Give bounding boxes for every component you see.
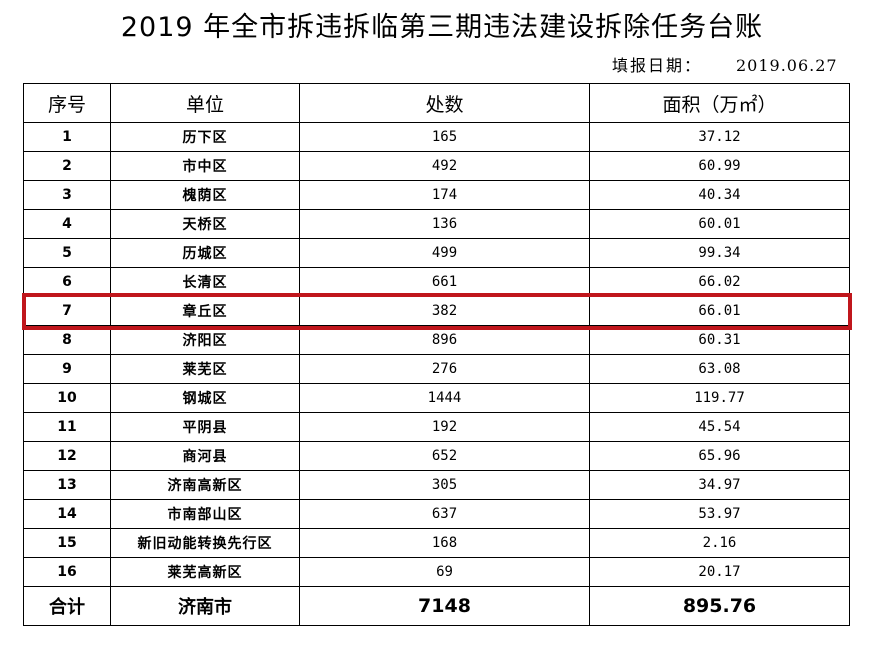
row-unit: 商河县 — [110, 441, 300, 471]
row-no: 1 — [23, 122, 111, 152]
table-row: 15 新旧动能转换先行区 168 2.16 — [23, 528, 850, 558]
table-row: 13 济南高新区 305 34.97 — [23, 470, 850, 500]
row-unit: 章丘区 — [110, 296, 300, 326]
header-no: 序号 — [23, 83, 111, 123]
row-count: 382 — [299, 296, 590, 326]
row-count: 661 — [299, 267, 590, 297]
row-area: 60.01 — [589, 209, 850, 239]
row-count: 499 — [299, 238, 590, 268]
row-area: 45.54 — [589, 412, 850, 442]
row-count: 165 — [299, 122, 590, 152]
header-area: 面积（万㎡） — [589, 83, 850, 123]
row-area: 20.17 — [589, 557, 850, 587]
row-unit: 济南高新区 — [110, 470, 300, 500]
row-area: 60.99 — [589, 151, 850, 181]
row-no: 12 — [23, 441, 111, 471]
row-unit: 市南部山区 — [110, 499, 300, 529]
table-row: 7 章丘区 382 66.01 — [23, 296, 850, 326]
table-row: 5 历城区 499 99.34 — [23, 238, 850, 268]
table-row: 16 莱芜高新区 69 20.17 — [23, 557, 850, 587]
row-area: 40.34 — [589, 180, 850, 210]
row-area: 66.02 — [589, 267, 850, 297]
row-no: 14 — [23, 499, 111, 529]
row-count: 136 — [299, 209, 590, 239]
row-no: 8 — [23, 325, 111, 355]
row-unit: 槐荫区 — [110, 180, 300, 210]
row-no: 5 — [23, 238, 111, 268]
row-count: 276 — [299, 354, 590, 384]
row-count: 305 — [299, 470, 590, 500]
row-area: 63.08 — [589, 354, 850, 384]
total-unit: 济南市 — [110, 586, 300, 626]
row-no: 11 — [23, 412, 111, 442]
total-row: 合计 济南市 7148 895.76 — [23, 586, 850, 626]
row-count: 896 — [299, 325, 590, 355]
row-unit: 钢城区 — [110, 383, 300, 413]
row-area: 53.97 — [589, 499, 850, 529]
row-no: 10 — [23, 383, 111, 413]
row-no: 15 — [23, 528, 111, 558]
table-row: 8 济阳区 896 60.31 — [23, 325, 850, 355]
total-area: 895.76 — [589, 586, 850, 626]
row-unit: 莱芜高新区 — [110, 557, 300, 587]
table-row: 9 莱芜区 276 63.08 — [23, 354, 850, 384]
row-count: 637 — [299, 499, 590, 529]
row-count: 192 — [299, 412, 590, 442]
row-no: 7 — [23, 296, 111, 326]
row-count: 168 — [299, 528, 590, 558]
row-no: 13 — [23, 470, 111, 500]
row-unit: 莱芜区 — [110, 354, 300, 384]
row-area: 60.31 — [589, 325, 850, 355]
header-count: 处数 — [299, 83, 590, 123]
table-row: 12 商河县 652 65.96 — [23, 441, 850, 471]
row-area: 34.97 — [589, 470, 850, 500]
row-no: 9 — [23, 354, 111, 384]
row-unit: 新旧动能转换先行区 — [110, 528, 300, 558]
row-no: 16 — [23, 557, 111, 587]
row-count: 492 — [299, 151, 590, 181]
row-no: 6 — [23, 267, 111, 297]
row-area: 37.12 — [589, 122, 850, 152]
row-no: 3 — [23, 180, 111, 210]
table-row: 3 槐荫区 174 40.34 — [23, 180, 850, 210]
table-row: 2 市中区 492 60.99 — [23, 151, 850, 181]
row-no: 2 — [23, 151, 111, 181]
row-count: 174 — [299, 180, 590, 210]
row-area: 99.34 — [589, 238, 850, 268]
ledger-body: 1 历下区 165 37.12 2 市中区 492 60.99 3 槐荫区 174 40.34 4 天桥区… — [23, 122, 850, 587]
row-unit: 历城区 — [110, 238, 300, 268]
row-count: 1444 — [299, 383, 590, 413]
page-title: 2019 年全市拆违拆临第三期违法建设拆除任务台账 — [120, 12, 764, 43]
table-row: 11 平阴县 192 45.54 — [23, 412, 850, 442]
header-row: 序号 单位 处数 面积（万㎡） — [23, 83, 850, 123]
header-unit: 单位 — [110, 83, 300, 123]
demolition-ledger-table: 序号 单位 处数 面积（万㎡） 1 历下区 165 37.12 2 市中区 492 60.99… — [23, 83, 850, 626]
row-unit: 历下区 — [110, 122, 300, 152]
row-unit: 平阴县 — [110, 412, 300, 442]
row-count: 69 — [299, 557, 590, 587]
table-row: 10 钢城区 1444 119.77 — [23, 383, 850, 413]
table-row: 4 天桥区 136 60.01 — [23, 209, 850, 239]
row-area: 119.77 — [589, 383, 850, 413]
table-row: 14 市南部山区 637 53.97 — [23, 499, 850, 529]
row-no: 4 — [23, 209, 111, 239]
fill-date-value: 2019.06.27 — [736, 56, 838, 75]
fill-date: 填报日期： 2019.06.27 — [612, 53, 852, 79]
table-row: 6 长清区 661 66.02 — [23, 267, 850, 297]
row-area: 2.16 — [589, 528, 850, 558]
row-unit: 长清区 — [110, 267, 300, 297]
row-unit: 天桥区 — [110, 209, 300, 239]
fill-date-label: 填报日期： — [612, 56, 703, 75]
row-unit: 市中区 — [110, 151, 300, 181]
total-count: 7148 — [299, 586, 590, 626]
table-row: 1 历下区 165 37.12 — [23, 122, 850, 152]
row-count: 652 — [299, 441, 590, 471]
row-area: 66.01 — [589, 296, 850, 326]
row-unit: 济阳区 — [110, 325, 300, 355]
total-label: 合计 — [23, 586, 111, 626]
row-area: 65.96 — [589, 441, 850, 471]
